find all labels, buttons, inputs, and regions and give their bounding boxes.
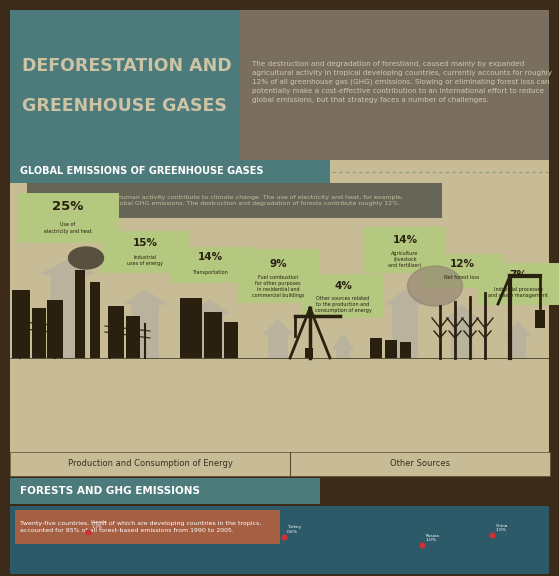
FancyArrow shape xyxy=(506,322,529,358)
Bar xyxy=(101,231,189,273)
Text: Industrial
uses of energy: Industrial uses of energy xyxy=(127,255,163,266)
Bar xyxy=(32,308,46,358)
Bar xyxy=(27,183,442,218)
Text: China
1.9%: China 1.9% xyxy=(495,524,508,532)
Text: Russia
1.0%: Russia 1.0% xyxy=(425,534,439,543)
Text: Net forest loss: Net forest loss xyxy=(444,275,480,281)
Bar xyxy=(10,10,240,160)
Text: 14%: 14% xyxy=(197,252,222,262)
Bar xyxy=(302,274,384,318)
Text: GHG emissions caused by human activity contribute to climate change. The use of : GHG emissions caused by human activity c… xyxy=(34,195,403,206)
Text: GREENHOUSE GASES: GREENHOUSE GASES xyxy=(22,97,227,115)
Text: 12%: 12% xyxy=(449,259,475,268)
Text: 4%: 4% xyxy=(334,281,352,291)
Text: Agriculture
(livestock
and fertilizer): Agriculture (livestock and fertilizer) xyxy=(389,251,421,268)
Bar xyxy=(108,306,124,358)
Text: Use of
electricity and heat: Use of electricity and heat xyxy=(44,222,92,233)
Bar xyxy=(535,310,545,328)
Bar xyxy=(15,510,280,544)
Text: DEFORESTATION AND: DEFORESTATION AND xyxy=(22,57,231,75)
Bar xyxy=(126,316,140,358)
Ellipse shape xyxy=(408,266,462,306)
Bar xyxy=(400,342,411,358)
FancyArrow shape xyxy=(125,290,165,358)
Bar xyxy=(10,478,320,504)
Bar xyxy=(237,249,319,303)
Text: 15%: 15% xyxy=(132,238,158,248)
Bar xyxy=(240,10,549,160)
FancyArrow shape xyxy=(386,290,424,358)
FancyArrow shape xyxy=(447,305,477,358)
Bar xyxy=(10,160,330,183)
FancyArrow shape xyxy=(264,320,292,358)
Text: Twenty-five countries, most of which are developing countries in the tropics,
ac: Twenty-five countries, most of which are… xyxy=(20,521,261,533)
Text: Fuel combustion
for other purposes
in residential and
commercial buildings: Fuel combustion for other purposes in re… xyxy=(252,275,304,298)
Text: Transportation: Transportation xyxy=(192,270,228,275)
Bar xyxy=(90,282,100,358)
Bar xyxy=(10,160,549,476)
Bar xyxy=(224,322,238,358)
Bar xyxy=(204,312,222,358)
Text: Other sources related
to the production and
consumption of energy: Other sources related to the production … xyxy=(315,296,371,313)
FancyArrow shape xyxy=(191,300,229,358)
Text: GLOBAL EMISSIONS OF GREENHOUSE GASES: GLOBAL EMISSIONS OF GREENHOUSE GASES xyxy=(20,166,263,176)
Text: Turkey
0.6%: Turkey 0.6% xyxy=(287,525,301,533)
Bar xyxy=(10,506,549,574)
Bar xyxy=(364,227,446,273)
Text: 9%: 9% xyxy=(269,259,287,269)
Bar xyxy=(305,348,313,358)
Text: 7%: 7% xyxy=(509,270,527,280)
Bar xyxy=(180,298,202,358)
Text: 14%: 14% xyxy=(392,235,418,245)
Text: FORESTS AND GHG EMISSIONS: FORESTS AND GHG EMISSIONS xyxy=(20,486,200,496)
Bar xyxy=(10,452,550,476)
FancyArrow shape xyxy=(42,260,94,358)
Bar xyxy=(75,270,85,358)
Bar xyxy=(370,338,382,358)
Text: Industrial processes
and waste management: Industrial processes and waste managemen… xyxy=(488,287,548,298)
FancyArrow shape xyxy=(333,335,353,358)
Text: Production and Consumption of Energy: Production and Consumption of Energy xyxy=(68,460,233,468)
Text: 25%: 25% xyxy=(53,200,84,214)
Ellipse shape xyxy=(69,247,103,269)
Text: The destruction and degradation of forestland, caused mainly by expanded
agricul: The destruction and degradation of fores… xyxy=(252,61,552,103)
Bar xyxy=(47,300,63,358)
Bar xyxy=(12,290,30,358)
Bar xyxy=(477,263,559,305)
Bar xyxy=(169,247,251,283)
Bar xyxy=(421,254,503,288)
Text: Canada
1.3%: Canada 1.3% xyxy=(91,520,108,529)
Text: Other Sources: Other Sources xyxy=(390,460,450,468)
Bar xyxy=(17,193,119,243)
Bar xyxy=(385,340,397,358)
